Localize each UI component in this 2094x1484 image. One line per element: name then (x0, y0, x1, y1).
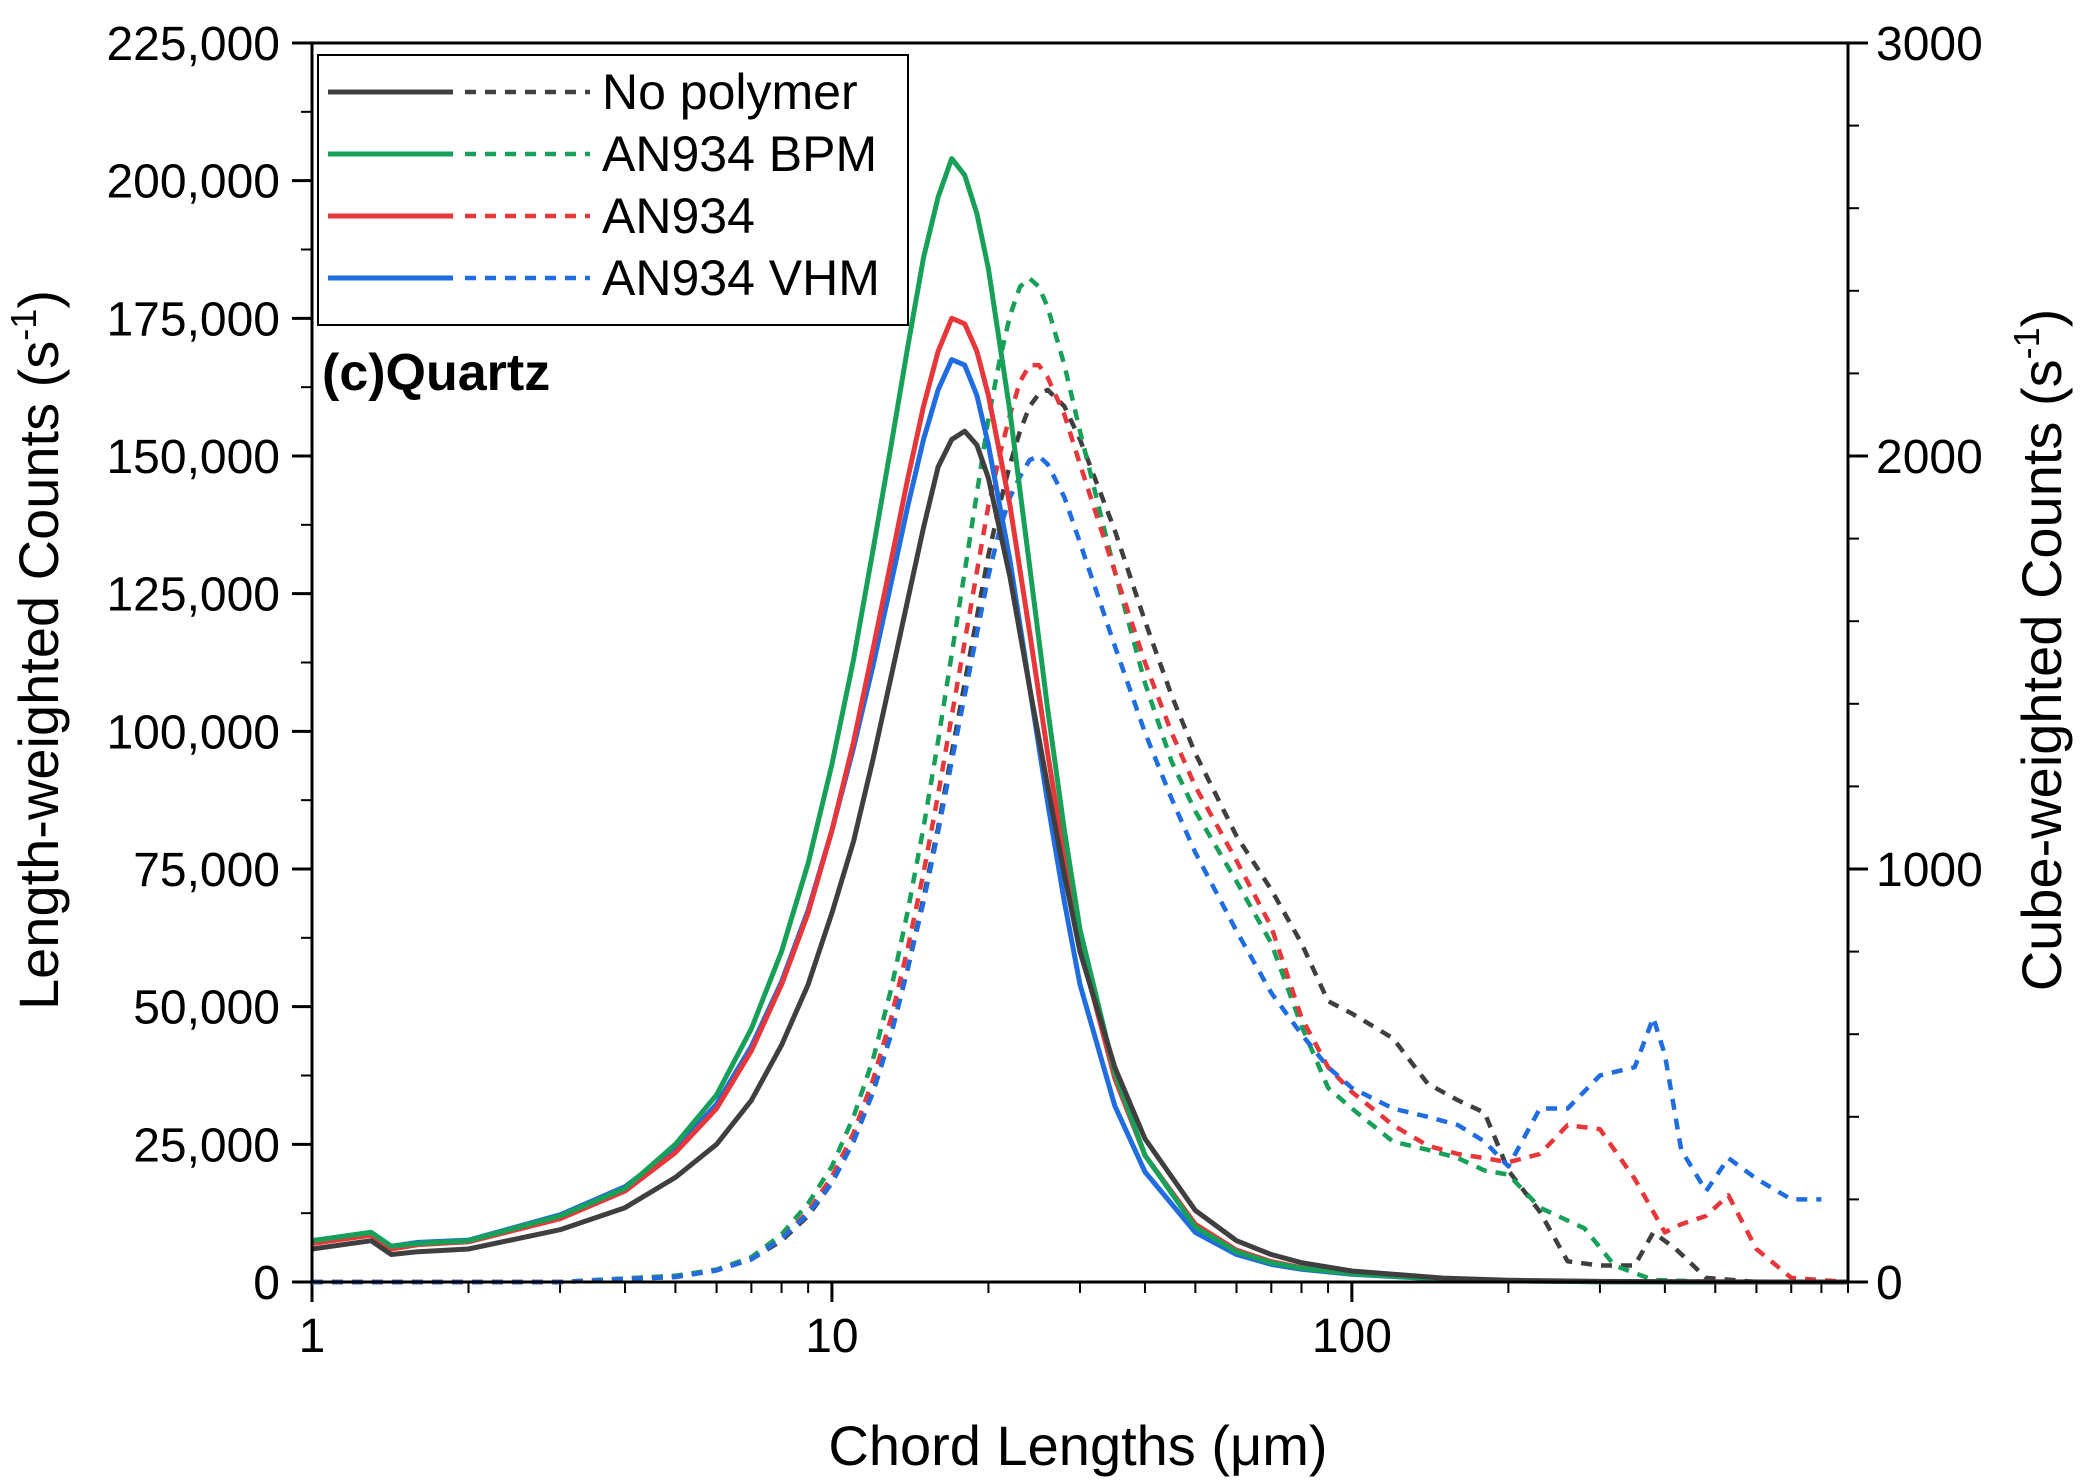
series-lines (311, 156, 1849, 1285)
y-right-tick-label: 1000 (1876, 844, 1983, 897)
y-left-axis-title-main: Length-weighted Counts (s (7, 341, 70, 1010)
y-right-axis-title-unit-sup: -1 (2006, 327, 2047, 359)
legend-label: AN934 (602, 188, 755, 244)
y-left-tick-label: 0 (253, 1257, 280, 1310)
series-line-length-weighted (311, 156, 1848, 1285)
x-axis-ticks: 1 10 100 (299, 1282, 1849, 1363)
y-right-tick-label: 3000 (1876, 18, 1983, 71)
y-right-tick-label: 0 (1876, 1257, 1903, 1310)
y-left-tick-label: 125,000 (106, 569, 280, 622)
y-left-tick-label: 150,000 (106, 431, 280, 484)
x-axis-title: Chord Lengths (μm) (828, 1414, 1327, 1477)
y-left-tick-label: 100,000 (106, 706, 280, 759)
legend: No polymer AN934 BPM AN934 AN934 VHM (317, 54, 909, 326)
y-left-tick-label: 225,000 (106, 18, 280, 71)
y-left-tick-label: 75,000 (133, 844, 280, 897)
series-line-length-weighted (311, 315, 1849, 1285)
series-line-cube-weighted (312, 276, 1848, 1285)
series-line-cube-weighted (312, 453, 1822, 1285)
series-line-cube-weighted (312, 387, 1848, 1285)
x-tick-label: 10 (805, 1310, 858, 1363)
plot-frame (310, 41, 1850, 1284)
legend-label: No polymer (602, 64, 858, 120)
legend-label: AN934 BPM (602, 126, 877, 182)
y-right-axis-title-close: ) (2010, 309, 2073, 328)
y-left-axis-title: Length-weighted Counts (s-1) (3, 290, 70, 1010)
y-right-tick-label: 2000 (1876, 431, 1983, 484)
y-left-tick-label: 175,000 (106, 293, 280, 346)
y-left-tick-label: 200,000 (106, 156, 280, 209)
y-right-axis-ticks: 0 1000 2000 3000 (1848, 18, 1983, 1310)
y-left-tick-label: 25,000 (133, 1119, 280, 1172)
x-tick-label: 1 (299, 1310, 326, 1363)
y-left-axis-title-close: ) (7, 290, 70, 309)
y-left-tick-label: 50,000 (133, 982, 280, 1035)
legend-label: AN934 VHM (602, 250, 880, 306)
y-left-axis-title-unit-sup: -1 (3, 309, 44, 341)
series-line-length-weighted (311, 357, 1848, 1285)
y-right-axis-title: Cube-weighted Counts (s-1) (2006, 309, 2073, 992)
y-left-axis-ticks: 0 25,000 50,000 75,000 100,000 125,000 150,000… (106, 18, 312, 1310)
chart-annotation: (c)Quartz (322, 344, 550, 402)
series-line-length-weighted (311, 428, 1849, 1285)
y-right-axis-title-main: Cube-weighted Counts (s (2010, 359, 2073, 991)
series-line-cube-weighted (312, 362, 1849, 1285)
x-tick-label: 100 (1312, 1310, 1392, 1363)
